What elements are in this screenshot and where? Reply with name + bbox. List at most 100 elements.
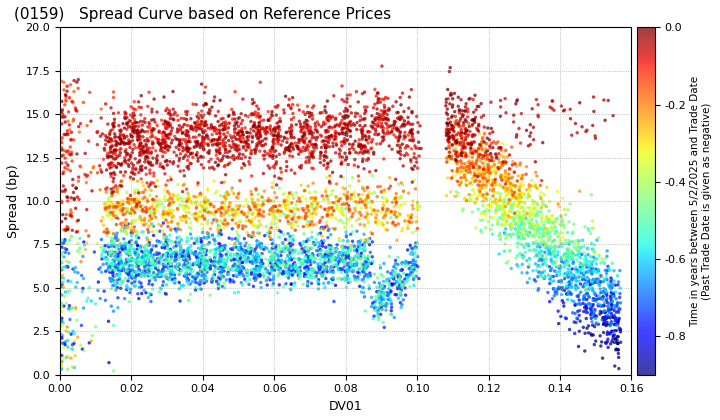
Point — [187, 126, 199, 133]
Point — [166, 265, 177, 272]
Point — [73, 196, 85, 203]
Point — [171, 144, 182, 151]
Point — [173, 265, 184, 272]
Point — [395, 285, 407, 292]
Point — [142, 255, 153, 261]
Point — [515, 180, 526, 187]
Point — [193, 115, 204, 122]
Point — [161, 158, 173, 164]
Point — [75, 120, 86, 127]
Point — [478, 166, 490, 173]
Point — [182, 157, 194, 164]
Point — [590, 290, 601, 297]
Point — [615, 339, 626, 346]
Point — [444, 135, 455, 142]
Point — [300, 186, 311, 193]
Point — [138, 268, 149, 274]
Point — [206, 279, 217, 286]
Point — [320, 142, 331, 148]
Point — [320, 188, 331, 195]
Point — [207, 220, 218, 226]
Point — [531, 222, 542, 229]
Point — [222, 124, 234, 131]
Point — [222, 255, 234, 262]
Point — [452, 140, 464, 147]
Point — [190, 124, 202, 131]
Point — [128, 246, 140, 252]
Point — [504, 199, 516, 205]
Point — [404, 137, 415, 144]
Point — [462, 163, 473, 170]
Point — [151, 272, 163, 278]
Point — [492, 164, 504, 171]
Point — [215, 246, 227, 253]
Point — [606, 320, 617, 327]
Point — [191, 253, 202, 260]
Point — [261, 269, 273, 276]
Point — [56, 265, 68, 272]
Point — [582, 245, 593, 252]
Point — [161, 257, 173, 263]
Point — [408, 154, 420, 161]
Point — [510, 219, 521, 226]
Point — [67, 328, 78, 335]
Point — [181, 127, 193, 134]
Point — [138, 148, 150, 155]
Point — [587, 122, 598, 129]
Point — [121, 231, 132, 237]
Point — [184, 204, 195, 211]
Point — [288, 269, 300, 276]
Point — [469, 178, 481, 185]
Point — [130, 249, 141, 256]
Point — [293, 255, 305, 262]
Point — [125, 256, 137, 262]
Point — [305, 195, 316, 202]
Point — [248, 99, 260, 106]
Point — [385, 281, 397, 288]
Point — [521, 171, 532, 178]
Point — [395, 102, 407, 108]
Point — [240, 249, 252, 256]
Point — [496, 162, 508, 168]
Point — [237, 225, 248, 232]
Point — [319, 252, 330, 259]
Point — [275, 176, 287, 182]
Point — [537, 198, 549, 205]
Point — [498, 154, 510, 160]
Point — [451, 160, 463, 167]
Point — [600, 273, 612, 280]
Point — [601, 276, 613, 283]
Point — [576, 262, 588, 268]
Point — [100, 254, 112, 261]
Point — [338, 125, 349, 131]
Point — [548, 252, 559, 259]
Point — [141, 153, 153, 160]
Point — [220, 216, 231, 223]
Point — [359, 214, 371, 220]
Point — [292, 206, 304, 213]
Point — [282, 269, 293, 276]
Point — [610, 336, 621, 343]
Point — [580, 302, 592, 309]
Point — [61, 240, 73, 247]
Point — [297, 260, 309, 267]
Point — [548, 251, 559, 257]
Point — [586, 261, 598, 268]
Point — [491, 153, 503, 160]
Point — [386, 129, 397, 136]
Point — [505, 187, 517, 194]
Point — [220, 118, 231, 125]
Point — [114, 249, 126, 256]
Point — [299, 139, 310, 146]
Point — [462, 127, 473, 134]
Point — [252, 127, 264, 134]
Point — [106, 160, 117, 166]
Point — [412, 202, 423, 209]
Point — [339, 150, 351, 157]
Point — [194, 209, 206, 215]
Point — [292, 143, 304, 150]
Point — [266, 205, 278, 212]
Point — [511, 228, 523, 235]
Point — [57, 211, 68, 218]
Point — [331, 241, 343, 248]
